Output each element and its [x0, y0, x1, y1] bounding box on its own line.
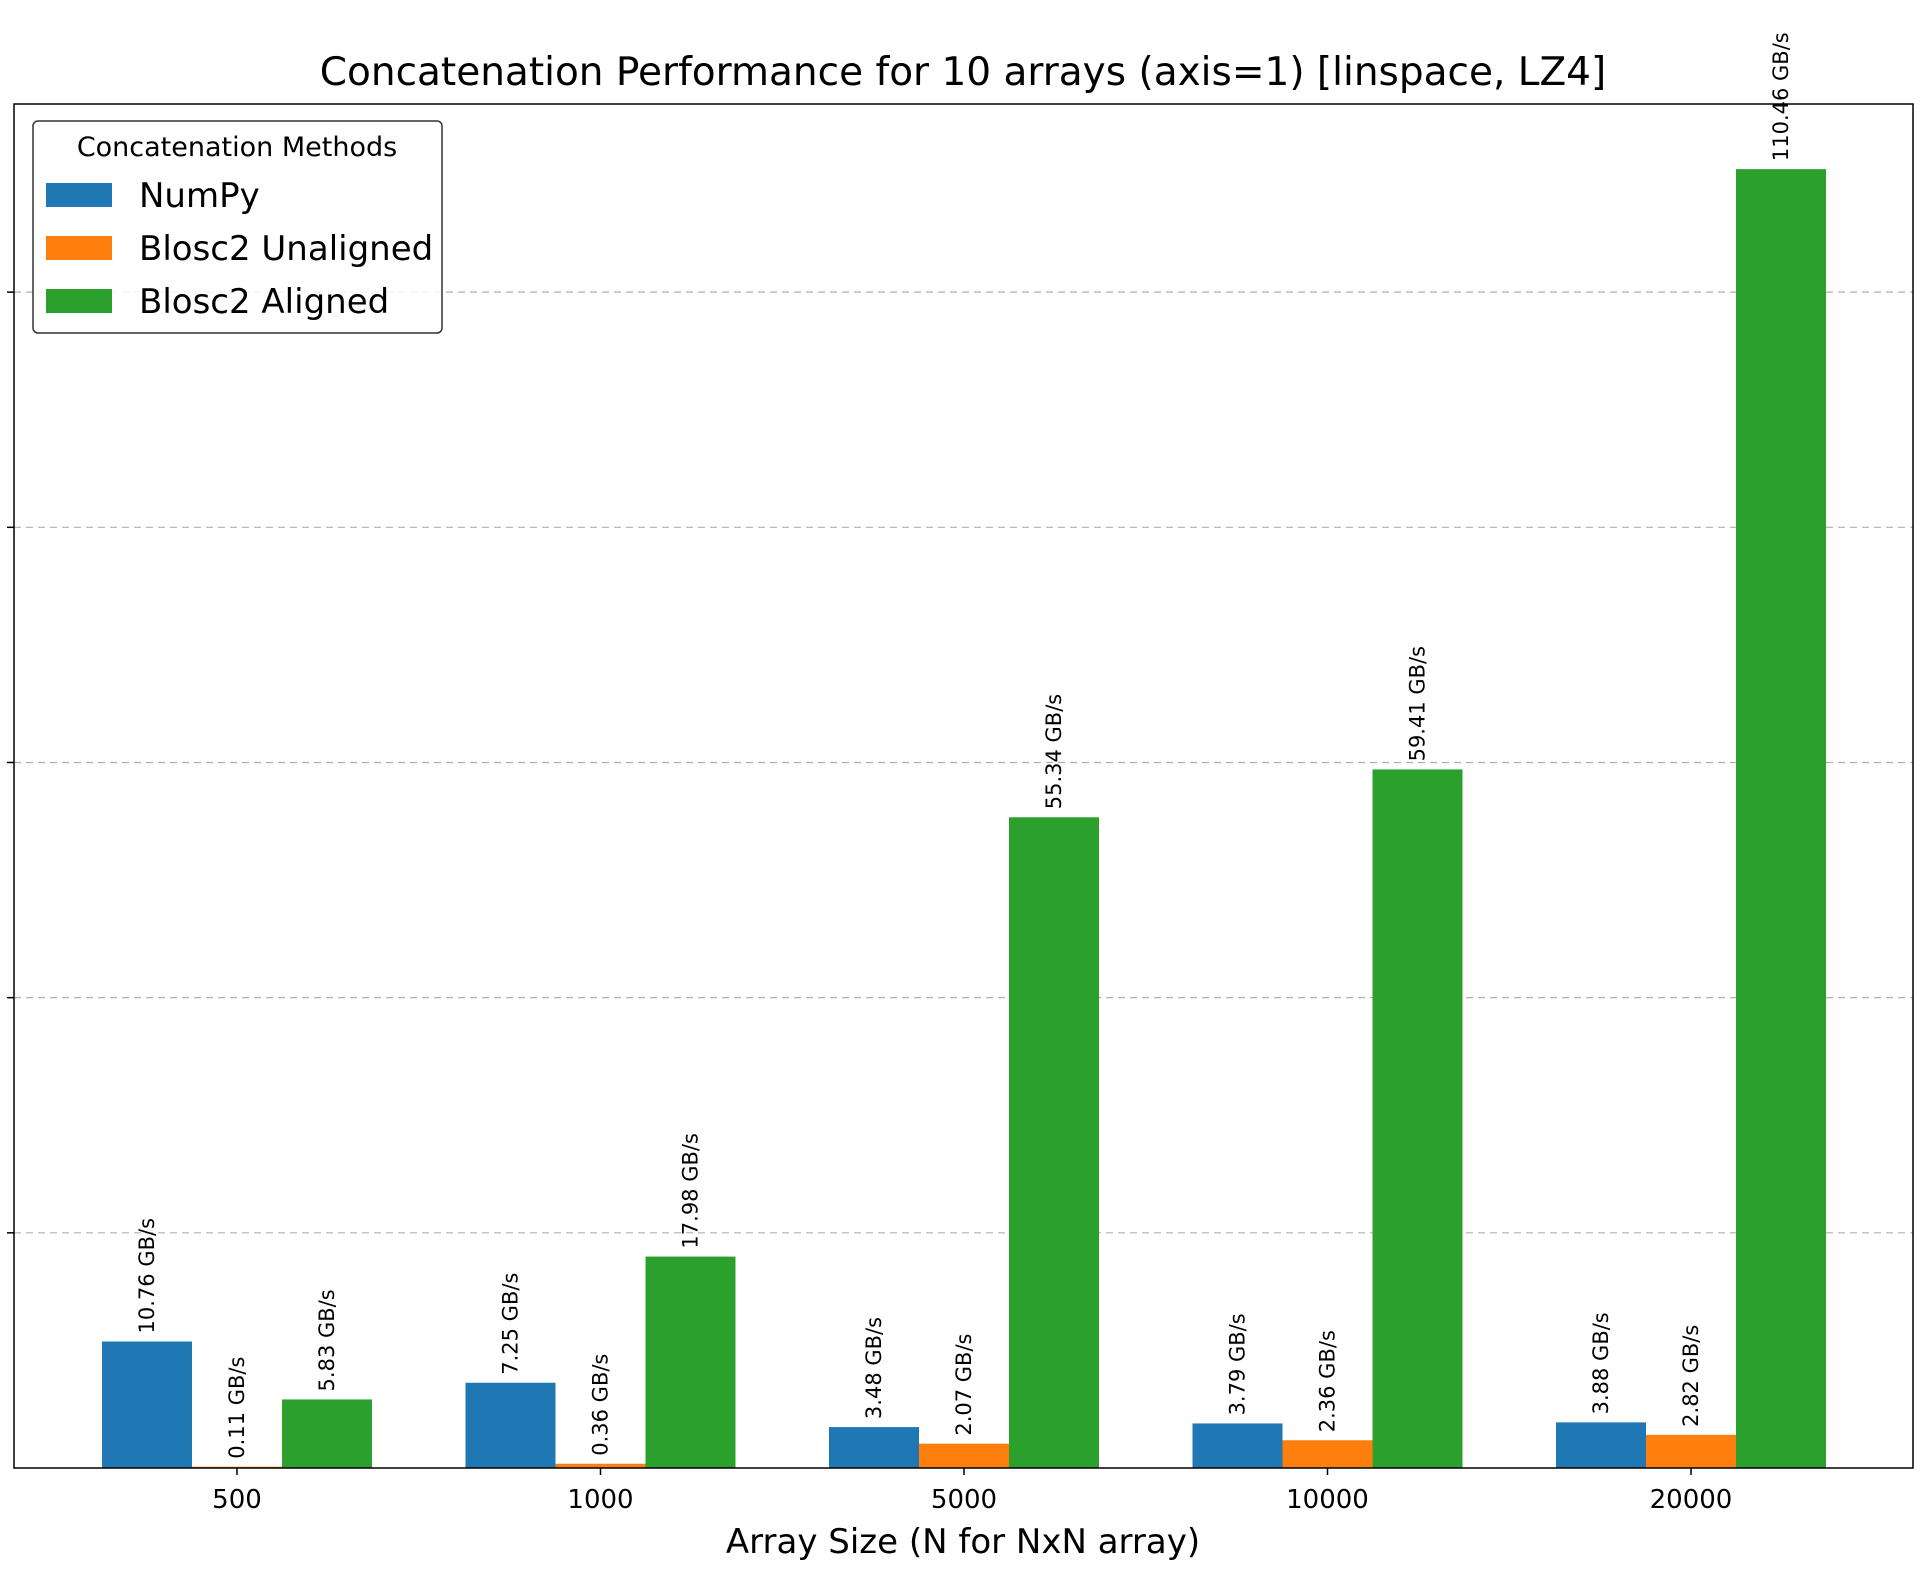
bar-blosc2-unaligned-1000 — [555, 1463, 646, 1468]
data-label: 59.41 GB/s — [1406, 646, 1430, 762]
legend-box — [32, 120, 443, 334]
bar-numpy-500 — [102, 1341, 192, 1468]
legend-entry-label: Blosc2 Unaligned — [139, 229, 433, 269]
bar-blosc2-aligned-5000 — [1009, 817, 1099, 1468]
x-tick-label: 10000 — [1286, 1485, 1369, 1515]
data-label: 2.36 GB/s — [1316, 1330, 1340, 1432]
bar-blosc2-aligned-500 — [282, 1399, 372, 1468]
y-axis-ticks — [7, 291, 14, 1234]
data-label: 7.25 GB/s — [499, 1273, 523, 1375]
data-label: 5.83 GB/s — [315, 1289, 339, 1391]
data-label: 2.07 GB/s — [952, 1334, 976, 1436]
legend-swatch — [46, 183, 112, 207]
data-label: 17.98 GB/s — [679, 1133, 703, 1249]
grid-lines — [14, 291, 1913, 1234]
bar-blosc2-unaligned-20000 — [1646, 1434, 1736, 1468]
bar-blosc2-aligned-1000 — [645, 1256, 736, 1468]
legend: Concatenation Methods NumPy Blosc2 Unalig… — [32, 120, 443, 334]
bar-blosc2-unaligned-5000 — [919, 1443, 1009, 1468]
legend-entry-label: Blosc2 Aligned — [139, 282, 389, 322]
legend-swatch — [46, 289, 112, 313]
legend-entry-label: NumPy — [139, 176, 260, 216]
chart-title: Concatenation Performance for 10 arrays … — [320, 50, 1606, 95]
data-label: 3.79 GB/s — [1226, 1313, 1250, 1415]
data-label: 10.76 GB/s — [135, 1218, 159, 1334]
bar-blosc2-unaligned-10000 — [1282, 1440, 1373, 1468]
data-label: 2.82 GB/s — [1679, 1325, 1703, 1427]
data-label: 3.88 GB/s — [1589, 1312, 1613, 1414]
bar-numpy-20000 — [1556, 1422, 1646, 1468]
legend-swatch — [46, 236, 112, 260]
data-label: 110.46 GB/s — [1769, 32, 1793, 161]
legend-title: Concatenation Methods — [77, 132, 397, 163]
data-label: 0.11 GB/s — [225, 1357, 249, 1459]
legend-items: NumPy Blosc2 Unaligned Blosc2 Aligned — [46, 176, 433, 322]
data-label: 55.34 GB/s — [1042, 694, 1066, 810]
bar-numpy-1000 — [465, 1382, 556, 1468]
bar-blosc2-aligned-10000 — [1372, 769, 1463, 1468]
x-axis-label: Array Size (N for NxN array) — [726, 1522, 1200, 1562]
data-label: 3.48 GB/s — [862, 1317, 886, 1419]
bar-blosc2-aligned-20000 — [1736, 169, 1826, 1468]
bar-numpy-5000 — [829, 1427, 919, 1468]
bars — [102, 169, 1826, 1468]
x-tick-label: 1000 — [567, 1485, 633, 1515]
x-axis-ticks: 500 1000 5000 10000 20000 — [212, 1468, 1732, 1515]
x-tick-label: 20000 — [1650, 1485, 1733, 1515]
bar-numpy-10000 — [1192, 1423, 1283, 1468]
x-tick-label: 500 — [212, 1485, 262, 1515]
data-labels: 10.76 GB/s 0.11 GB/s 5.83 GB/s 7.25 GB/s 0.3… — [135, 32, 1793, 1458]
x-tick-label: 5000 — [931, 1485, 997, 1515]
data-label: 0.36 GB/s — [589, 1354, 613, 1456]
